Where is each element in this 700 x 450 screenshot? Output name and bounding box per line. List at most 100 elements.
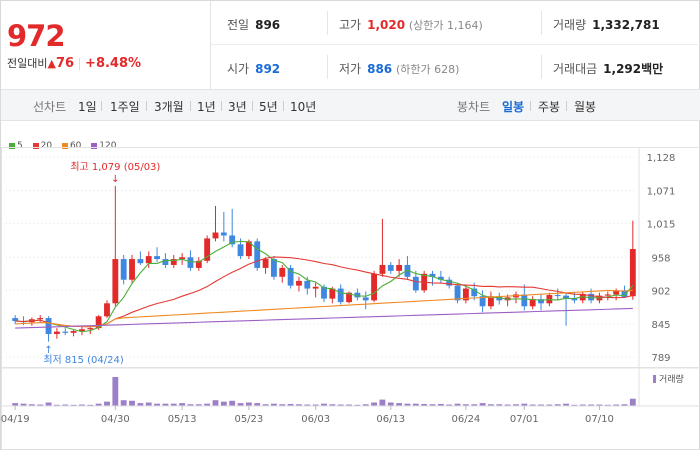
ma-line-120 bbox=[15, 307, 633, 329]
x-tick-label: 07/10 bbox=[585, 414, 614, 425]
candle-body bbox=[104, 303, 110, 317]
legend-swatch bbox=[9, 142, 15, 149]
stat-prev-close: 전일 896 bbox=[227, 16, 280, 33]
x-tick-label: 06/24 bbox=[451, 414, 480, 425]
volume-bar bbox=[579, 404, 586, 406]
divider bbox=[221, 101, 222, 111]
legend-ma20: 20 bbox=[32, 141, 52, 151]
candle-body bbox=[621, 290, 628, 298]
stat-value: 1,332,781 bbox=[592, 18, 660, 32]
candle-body bbox=[237, 244, 244, 257]
candle-body bbox=[262, 259, 269, 268]
stat-label: 저가 bbox=[339, 62, 362, 76]
period-weekly[interactable]: 주봉 bbox=[538, 100, 561, 114]
volume-bar bbox=[162, 403, 169, 406]
range-10y[interactable]: 10년 bbox=[290, 100, 317, 114]
volume-bar bbox=[195, 404, 202, 406]
volume-bar bbox=[129, 400, 135, 406]
candle-body bbox=[170, 259, 177, 265]
candle-body bbox=[112, 259, 119, 304]
legend-swatch bbox=[61, 142, 68, 149]
ma-line-5 bbox=[15, 240, 634, 333]
up-arrow-icon: ▲ bbox=[47, 57, 56, 70]
stats-row-1: 전일 896 고가 1,020 (상한가 1,164) 거래량 1,332,781 bbox=[211, 1, 700, 45]
stat-unit: 백만 bbox=[641, 62, 664, 76]
volume-bar bbox=[70, 404, 77, 406]
candle-body bbox=[145, 256, 152, 264]
stat-value: 892 bbox=[255, 62, 281, 76]
range-1w[interactable]: 1주일 bbox=[110, 100, 140, 114]
range-3y[interactable]: 3년 bbox=[228, 100, 247, 114]
candle-body bbox=[296, 280, 302, 286]
divider bbox=[530, 101, 531, 111]
volume-bar bbox=[287, 403, 294, 406]
period-daily[interactable]: 일봉 bbox=[502, 100, 525, 114]
volume-bar bbox=[37, 404, 44, 406]
volume-bar bbox=[87, 404, 94, 406]
candle-body bbox=[87, 328, 94, 330]
legend-ma5: 5 bbox=[9, 141, 23, 151]
candle-body bbox=[412, 276, 419, 291]
candle-body bbox=[362, 297, 369, 301]
volume-bar bbox=[371, 402, 378, 406]
price-summary: 972 전일대비▲76 +8.48% bbox=[1, 1, 211, 89]
volume-bar bbox=[321, 403, 327, 406]
candlestick-chart[interactable]: 1,128 1,071 1,015 958 902 845 789 최고 1,079 (05/… bbox=[1, 147, 700, 450]
candle-body bbox=[204, 238, 211, 261]
volume-bar bbox=[145, 402, 152, 406]
range-5y[interactable]: 5년 bbox=[259, 100, 278, 114]
candle-body bbox=[62, 331, 69, 333]
volume-bar bbox=[596, 404, 603, 406]
candle-body bbox=[471, 288, 478, 297]
volume-bar bbox=[421, 403, 428, 406]
stats-row-2: 시가 892 저가 886 (하한가 628) 거래대금 1,292백만 bbox=[211, 45, 700, 89]
change-percent: +8.48% bbox=[85, 56, 142, 71]
candle-body bbox=[354, 292, 361, 298]
candle-body bbox=[529, 299, 536, 307]
period-monthly[interactable]: 월봉 bbox=[574, 100, 597, 114]
volume-bar bbox=[237, 403, 244, 406]
volume-bar bbox=[337, 404, 344, 406]
candle-body bbox=[12, 318, 19, 322]
candle-body bbox=[462, 288, 469, 301]
x-tick-label: 06/03 bbox=[301, 414, 330, 425]
stat-limit: (상한가 1,164) bbox=[408, 19, 483, 32]
x-tick-label: 05/13 bbox=[168, 414, 197, 425]
volume-bar bbox=[571, 404, 578, 406]
stat-open: 시가 892 bbox=[227, 60, 280, 77]
candle-body bbox=[37, 318, 44, 320]
volume-bar bbox=[554, 404, 561, 406]
candle-body bbox=[379, 264, 386, 274]
candle-body bbox=[321, 286, 327, 299]
candle-body bbox=[129, 259, 135, 280]
legend-label: 60 bbox=[69, 141, 82, 151]
candle-body bbox=[538, 299, 544, 304]
ma-line-60 bbox=[15, 289, 633, 328]
volume-bar bbox=[179, 403, 186, 406]
candle-body bbox=[563, 295, 569, 299]
annotation-high-arrow: ↓ bbox=[111, 174, 119, 185]
candle-body bbox=[437, 276, 444, 280]
current-price: 972 bbox=[7, 19, 66, 53]
candle-body bbox=[488, 296, 494, 307]
volume-bar bbox=[621, 404, 628, 406]
divider bbox=[566, 101, 567, 111]
x-tick-label: 05/23 bbox=[234, 414, 263, 425]
stat-low: 저가 886 (하한가 628) bbox=[339, 60, 459, 77]
candle-body bbox=[371, 273, 378, 301]
volume-bar bbox=[79, 404, 85, 406]
volume-bar bbox=[62, 404, 69, 406]
candle-body bbox=[496, 296, 503, 301]
volume-bar bbox=[20, 403, 27, 406]
candle-body bbox=[245, 241, 252, 257]
candle-body bbox=[521, 294, 528, 307]
volume-legend-swatch bbox=[653, 375, 656, 383]
candle-body bbox=[337, 288, 344, 303]
divider bbox=[101, 101, 102, 111]
range-3m[interactable]: 3개월 bbox=[154, 100, 184, 114]
range-1d[interactable]: 1일 bbox=[78, 100, 97, 114]
divider bbox=[79, 57, 81, 70]
candle-body bbox=[179, 257, 186, 260]
range-1y[interactable]: 1년 bbox=[197, 100, 216, 114]
